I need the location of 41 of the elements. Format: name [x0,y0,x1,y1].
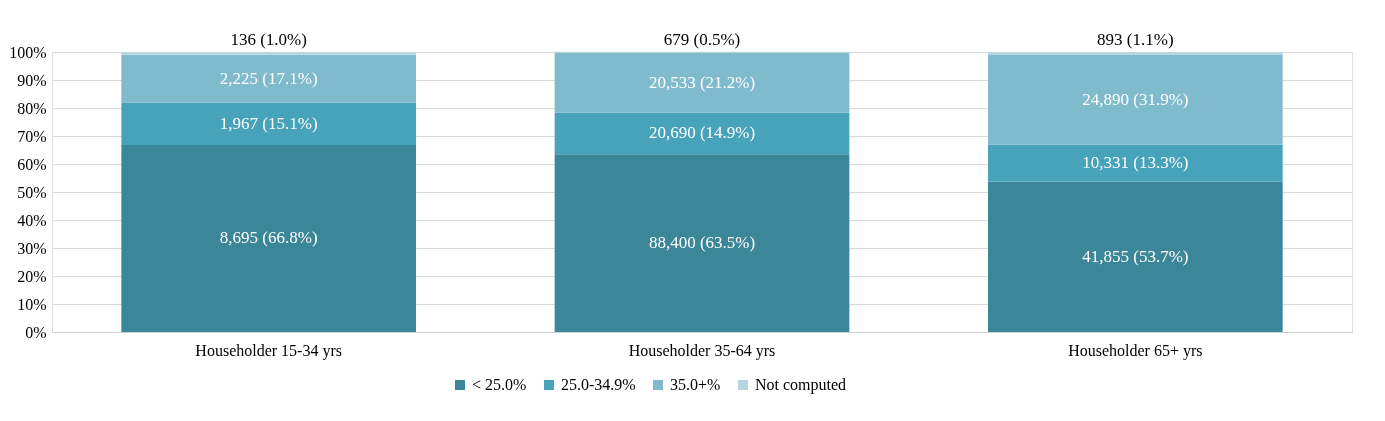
bar [121,52,416,55]
x-tick-label: Householder 15-34 yrs [195,341,342,360]
y-tick-label: 20% [17,267,47,285]
data-label: 20,690 (14.9%) [648,123,756,143]
x-tick-label: Householder 65+ yrs [1068,341,1203,360]
bar [121,144,416,332]
y-tick-label: 0% [25,323,47,341]
bar [554,53,850,113]
y-tick-label: 70% [17,127,47,145]
bar [988,181,1283,332]
bar [988,52,1283,56]
data-label: 2,225 (17.1%) [219,68,318,88]
data-label: 893 (1.1%) [1097,30,1174,49]
bar [988,55,1283,145]
legend-label: Not computed [755,376,847,394]
data-label: 41,855 (53.7%) [1082,246,1189,266]
bar [121,54,416,103]
legend-label: < 25.0% [472,376,527,393]
y-tick-label: 40% [17,211,47,229]
data-label: 20,533 (21.2%) [648,72,756,92]
data-label: 679 (0.5%) [663,29,741,49]
data-label: 88,400 (63.5%) [648,233,756,253]
legend-label: 25.0-34.9% [561,376,636,393]
y-tick-label: 50% [17,183,47,201]
y-tick-label: 10% [17,295,47,313]
x-tick-label: Householder 35-64 yrs [628,341,776,360]
bar [121,102,416,145]
data-label: 136 (1.0%) [230,30,307,49]
bar [988,144,1283,182]
y-tick-label: 90% [17,71,47,89]
data-label: 1,967 (15.1%) [219,113,318,133]
y-tick-label: 100% [9,43,47,61]
y-tick-label: 80% [17,99,47,117]
bar [554,154,850,332]
bar [554,112,850,155]
data-label: 24,890 (31.9%) [1082,89,1189,109]
data-label: 10,331 (13.3%) [1082,153,1189,173]
legend-label: 35.0+% [670,376,721,393]
y-tick-label: 60% [17,155,47,173]
y-tick-label: 30% [17,239,47,257]
data-label: 8,695 (66.8%) [219,228,318,248]
